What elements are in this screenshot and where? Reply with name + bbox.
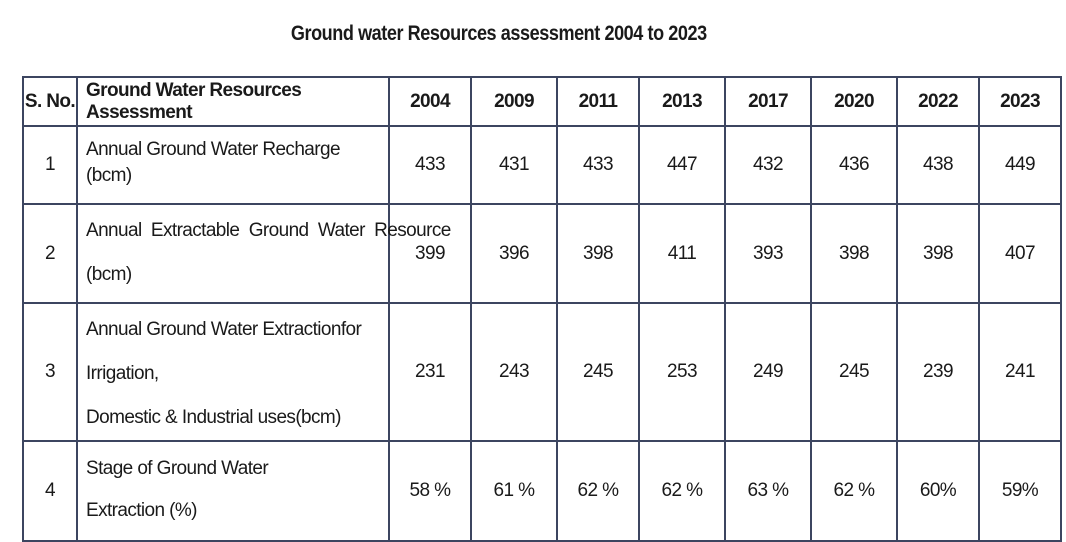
row-label-line: (bcm) [86, 264, 132, 285]
row-label-line: Domestic & Industrial uses(bcm) [86, 407, 341, 428]
cell-value: 407 [978, 203, 1062, 304]
row-label-line: Annual Ground Water Recharge (bcm) [86, 139, 341, 186]
cell-value: 447 [638, 125, 726, 205]
row-label: Stage of Ground Water Extraction (%) [76, 440, 390, 542]
row-label: Annual Ground Water Extractionfor Irriga… [76, 302, 390, 442]
row-label-line: Extraction (%) [86, 500, 198, 521]
row-label-line: Annual Extractable Ground Water Resource [86, 220, 451, 241]
cell-value: 63 % [724, 440, 812, 542]
cell-value: 231 [388, 302, 472, 442]
cell-value: 58 % [388, 440, 472, 542]
header-year-2011: 2011 [556, 76, 640, 127]
cell-value: 436 [810, 125, 898, 205]
cell-value: 62 % [810, 440, 898, 542]
table-row: 2 Annual Extractable Ground Water Resour… [22, 203, 1062, 304]
cell-value: 396 [470, 203, 558, 304]
cell-value: 393 [724, 203, 812, 304]
table-row: 1 Annual Ground Water Recharge (bcm) 433… [22, 125, 1062, 205]
row-sno: 4 [22, 440, 78, 542]
row-label: Annual Extractable Ground Water Resource… [76, 203, 451, 304]
row-sno: 3 [22, 302, 78, 442]
table-title: Ground water Resources assessment 2004 t… [290, 22, 707, 45]
cell-value: 398 [896, 203, 980, 304]
header-year-2020: 2020 [810, 76, 898, 127]
cell-value: 59% [978, 440, 1062, 542]
cell-value: 398 [556, 203, 640, 304]
header-year-2017: 2017 [724, 76, 812, 127]
cell-value: 61 % [470, 440, 558, 542]
table-row: 4 Stage of Ground Water Extraction (%) 58… [22, 440, 1062, 542]
cell-value: 60% [896, 440, 980, 542]
header-assessment: Ground Water Resources Assessment [76, 76, 390, 127]
cell-value: 431 [470, 125, 558, 205]
cell-value: 438 [896, 125, 980, 205]
header-row: S. No. Ground Water Resources Assessment… [22, 76, 1062, 127]
cell-value: 398 [810, 203, 898, 304]
row-label-line: Stage of Ground Water [86, 458, 269, 479]
cell-value: 433 [556, 125, 640, 205]
header-year-2023: 2023 [978, 76, 1062, 127]
cell-value: 399 [388, 203, 472, 304]
header-year-2013: 2013 [638, 76, 726, 127]
cell-value: 249 [724, 302, 812, 442]
cell-value: 243 [470, 302, 558, 442]
header-sno: S. No. [22, 76, 78, 127]
header-year-2004: 2004 [388, 76, 472, 127]
table-row: 3 Annual Ground Water Extractionfor Irri… [22, 302, 1062, 442]
row-label: Annual Ground Water Recharge (bcm) [76, 125, 390, 205]
header-year-2022: 2022 [896, 76, 980, 127]
cell-value: 245 [810, 302, 898, 442]
cell-value: 239 [896, 302, 980, 442]
cell-value: 449 [978, 125, 1062, 205]
header-year-2009: 2009 [470, 76, 558, 127]
row-sno: 2 [22, 203, 78, 304]
cell-value: 432 [724, 125, 812, 205]
cell-value: 62 % [638, 440, 726, 542]
cell-value: 253 [638, 302, 726, 442]
cell-value: 241 [978, 302, 1062, 442]
groundwater-assessment-table: S. No. Ground Water Resources Assessment… [22, 76, 1062, 542]
cell-value: 411 [638, 203, 726, 304]
cell-value: 62 % [556, 440, 640, 542]
cell-value: 433 [388, 125, 472, 205]
row-sno: 1 [22, 125, 78, 205]
cell-value: 245 [556, 302, 640, 442]
row-label-line: Annual Ground Water Extractionfor Irriga… [86, 319, 362, 384]
